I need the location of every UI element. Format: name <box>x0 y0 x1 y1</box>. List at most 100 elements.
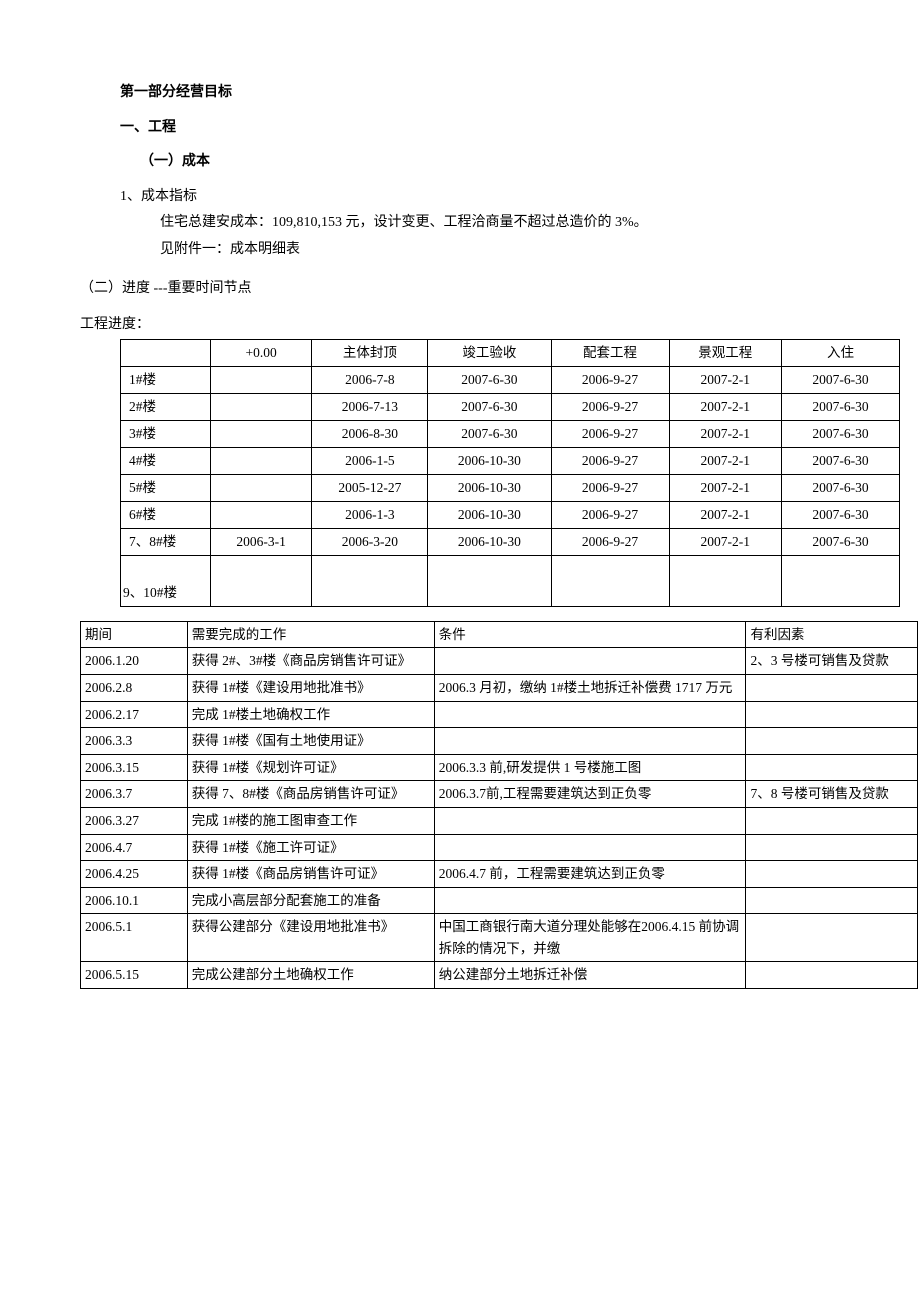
schedule-table: +0.00 主体封顶 竣工验收 配套工程 景观工程 入住 1#楼 2006-7-8… <box>120 339 900 607</box>
tasks-cell: 纳公建部分土地拆迁补偿 <box>434 962 746 989</box>
schedule-col-topoff: 主体封顶 <box>312 339 428 366</box>
tasks-cell: 获得公建部分《建设用地批准书》 <box>187 914 434 962</box>
schedule-col-zero: +0.00 <box>210 339 312 366</box>
tasks-cell <box>746 728 918 755</box>
tasks-cell <box>434 728 746 755</box>
cost-index-label: 1、成本指标 <box>120 184 840 211</box>
tasks-cell: 2006.3.7前,工程需要建筑达到正负零 <box>434 781 746 808</box>
schedule-cell: 3#楼 <box>121 420 211 447</box>
tasks-cell: 2006.3.27 <box>81 807 188 834</box>
tasks-cell: 获得 1#楼《商品房销售许可证》 <box>187 861 434 888</box>
tasks-row: 2006.3.7获得 7、8#楼《商品房销售许可证》2006.3.7前,工程需要… <box>81 781 918 808</box>
schedule-cell: 2007-6-30 <box>782 420 900 447</box>
tasks-cell: 获得 2#、3#楼《商品房销售许可证》 <box>187 648 434 675</box>
tasks-cell: 2006.10.1 <box>81 887 188 914</box>
schedule-cell: 6#楼 <box>121 501 211 528</box>
tasks-cell <box>434 834 746 861</box>
schedule-row: 1#楼2006-7-82007-6-302006-9-272007-2-1200… <box>121 366 900 393</box>
schedule-cell: 2007-6-30 <box>428 366 551 393</box>
schedule-cell: 2006-9-27 <box>551 447 669 474</box>
schedule-cell <box>210 393 312 420</box>
tasks-table: 期间 需要完成的工作 条件 有利因素 2006.1.20获得 2#、3#楼《商品… <box>80 621 918 989</box>
subsection-heading-cost: （一）成本 <box>140 149 840 176</box>
schedule-cell: 2006-10-30 <box>428 474 551 501</box>
schedule-cell: 1#楼 <box>121 366 211 393</box>
schedule-cell: 2006-9-27 <box>551 420 669 447</box>
schedule-cell <box>210 474 312 501</box>
schedule-row: 4#楼2006-1-52006-10-302006-9-272007-2-120… <box>121 447 900 474</box>
schedule-table-label: 工程进度： <box>80 312 840 339</box>
cost-line-2: 见附件一：成本明细表 <box>160 237 840 264</box>
tasks-cell <box>434 648 746 675</box>
tasks-row: 2006.5.1获得公建部分《建设用地批准书》中国工商银行南大道分理处能够在20… <box>81 914 918 962</box>
schedule-col-completion: 竣工验收 <box>428 339 551 366</box>
schedule-cell: 2007-2-1 <box>669 528 782 555</box>
tasks-cell <box>746 674 918 701</box>
schedule-cell <box>210 501 312 528</box>
schedule-row: 7、8#楼2006-3-12006-3-202006-10-302006-9-2… <box>121 528 900 555</box>
tasks-col-benefit: 有利因素 <box>746 621 918 648</box>
tasks-row: 2006.4.7获得 1#楼《施工许可证》 <box>81 834 918 861</box>
schedule-cell <box>210 420 312 447</box>
tasks-cell: 2006.5.1 <box>81 914 188 962</box>
tasks-row: 2006.3.27完成 1#楼的施工图审查工作 <box>81 807 918 834</box>
schedule-col-landscape: 景观工程 <box>669 339 782 366</box>
schedule-cell: 2007-6-30 <box>782 528 900 555</box>
schedule-cell: 2007-6-30 <box>428 420 551 447</box>
tasks-cell <box>434 887 746 914</box>
tasks-cell: 7、8 号楼可销售及贷款 <box>746 781 918 808</box>
schedule-cell: 2007-6-30 <box>782 393 900 420</box>
schedule-cell: 2006-9-27 <box>551 528 669 555</box>
tasks-cell <box>746 807 918 834</box>
tasks-cell: 2006.5.15 <box>81 962 188 989</box>
schedule-row: 9、10#楼 <box>121 555 900 606</box>
schedule-cell <box>669 555 782 606</box>
tasks-cell: 2、3 号楼可销售及贷款 <box>746 648 918 675</box>
schedule-cell: 2007-2-1 <box>669 447 782 474</box>
schedule-cell: 2007-6-30 <box>428 393 551 420</box>
tasks-cell: 2006.4.7 <box>81 834 188 861</box>
schedule-cell <box>428 555 551 606</box>
tasks-cell: 2006.4.25 <box>81 861 188 888</box>
tasks-cell <box>746 754 918 781</box>
schedule-col-occupancy: 入住 <box>782 339 900 366</box>
tasks-row: 2006.5.15完成公建部分土地确权工作纳公建部分土地拆迁补偿 <box>81 962 918 989</box>
schedule-cell: 2007-6-30 <box>782 501 900 528</box>
tasks-cell <box>434 807 746 834</box>
schedule-row: 2#楼2006-7-132007-6-302006-9-272007-2-120… <box>121 393 900 420</box>
schedule-cell <box>312 555 428 606</box>
tasks-cell: 完成 1#楼的施工图审查工作 <box>187 807 434 834</box>
schedule-cell <box>551 555 669 606</box>
schedule-cell: 2007-2-1 <box>669 366 782 393</box>
tasks-cell: 完成 1#楼土地确权工作 <box>187 701 434 728</box>
tasks-row: 2006.4.25获得 1#楼《商品房销售许可证》2006.4.7 前，工程需要… <box>81 861 918 888</box>
tasks-cell <box>434 701 746 728</box>
schedule-cell: 2007-6-30 <box>782 447 900 474</box>
tasks-cell: 2006.3.7 <box>81 781 188 808</box>
tasks-cell: 中国工商银行南大道分理处能够在2006.4.15 前协调拆除的情况下，并缴 <box>434 914 746 962</box>
subsection-heading-schedule: （二）进度 ---重要时间节点 <box>80 276 840 303</box>
tasks-cell: 2006.3.15 <box>81 754 188 781</box>
schedule-cell: 2006-8-30 <box>312 420 428 447</box>
schedule-cell: 2007-2-1 <box>669 501 782 528</box>
schedule-cell <box>210 366 312 393</box>
schedule-cell: 9、10#楼 <box>121 555 211 606</box>
schedule-cell: 2006-9-27 <box>551 501 669 528</box>
tasks-cell: 2006.4.7 前，工程需要建筑达到正负零 <box>434 861 746 888</box>
schedule-header-row: +0.00 主体封顶 竣工验收 配套工程 景观工程 入住 <box>121 339 900 366</box>
schedule-cell: 2007-6-30 <box>782 366 900 393</box>
tasks-cell: 2006.3.3 前,研发提供 1 号楼施工图 <box>434 754 746 781</box>
schedule-col-supporting: 配套工程 <box>551 339 669 366</box>
tasks-row: 2006.10.1完成小高层部分配套施工的准备 <box>81 887 918 914</box>
tasks-row: 2006.1.20获得 2#、3#楼《商品房销售许可证》2、3 号楼可销售及贷款 <box>81 648 918 675</box>
schedule-cell: 2007-2-1 <box>669 393 782 420</box>
schedule-cell: 2006-3-20 <box>312 528 428 555</box>
tasks-col-work: 需要完成的工作 <box>187 621 434 648</box>
schedule-cell: 2006-10-30 <box>428 501 551 528</box>
tasks-cell <box>746 887 918 914</box>
schedule-cell: 2006-7-8 <box>312 366 428 393</box>
schedule-cell: 2005-12-27 <box>312 474 428 501</box>
tasks-cell: 获得 1#楼《国有土地使用证》 <box>187 728 434 755</box>
tasks-cell: 完成公建部分土地确权工作 <box>187 962 434 989</box>
schedule-cell: 2007-6-30 <box>782 474 900 501</box>
